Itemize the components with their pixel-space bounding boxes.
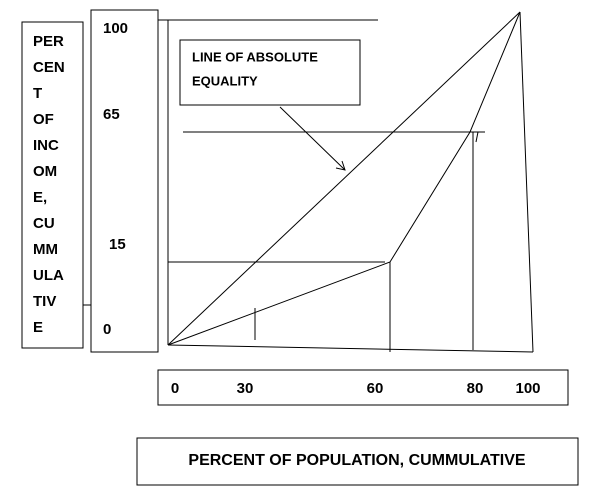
arrow — [279, 106, 346, 171]
y-label-line: CU — [33, 215, 55, 232]
x-tick-label: 60 — [367, 380, 384, 397]
equality-line — [167, 11, 521, 346]
y-label-line: ULA — [33, 267, 64, 284]
y-label-box — [21, 21, 84, 349]
y-label-line: E, — [33, 189, 47, 206]
guide-line — [475, 131, 479, 143]
annotation: LINE OF ABSOLUTE — [192, 49, 318, 64]
annotation: EQUALITY — [192, 73, 258, 88]
y-tick-box — [90, 9, 159, 353]
y-tick-label: 0 — [103, 321, 111, 338]
x-tick-label: 0 — [171, 380, 179, 397]
y-label-line: OM — [33, 163, 57, 180]
x-axis-label: PERCENT OF POPULATION, CUMMULATIVE — [188, 452, 526, 469]
x-tick-box — [157, 369, 569, 406]
x-axis — [167, 344, 534, 353]
y-tick-label: 100 — [103, 20, 128, 37]
y-label-line: E — [33, 319, 43, 336]
y-label-line: CEN — [33, 59, 65, 76]
right-line — [519, 11, 534, 353]
x-tick-label: 80 — [467, 380, 484, 397]
y-label-line: TIV — [33, 293, 56, 310]
y-label: PER CEN T OF INC OM E, CU MM ULA TIV E — [33, 33, 65, 336]
arrow-head — [335, 160, 346, 171]
x-label-box — [136, 437, 579, 486]
lorenz-curve — [167, 11, 521, 346]
x-tick-label: 100 — [515, 380, 540, 397]
y-label-line: PER — [33, 33, 64, 50]
x-tick-label: 30 — [237, 380, 254, 397]
y-label-line: MM — [33, 241, 58, 258]
y-label-line: OF — [33, 111, 54, 128]
annotation-box — [179, 39, 361, 106]
y-tick-label: 65 — [103, 106, 120, 123]
y-label-line: T — [33, 85, 42, 102]
y-label-line: INC — [33, 137, 59, 154]
y-tick-label: 15 — [109, 236, 126, 253]
